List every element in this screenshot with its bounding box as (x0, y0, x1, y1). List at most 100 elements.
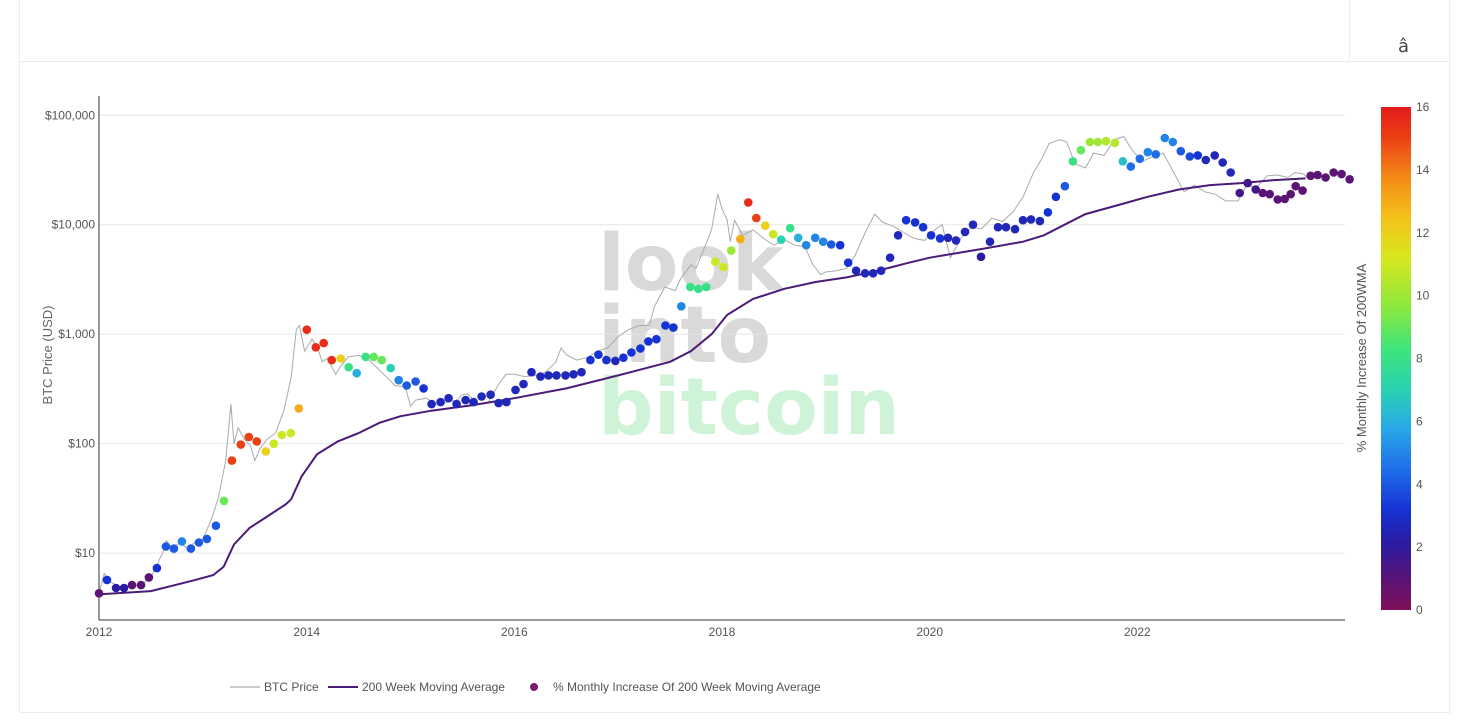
data-point (377, 355, 387, 365)
data-point (694, 284, 703, 294)
data-point (960, 227, 970, 237)
corner-glyph[interactable]: â (1398, 36, 1410, 57)
data-point (1101, 136, 1111, 146)
data-point (202, 534, 212, 544)
data-point (1210, 151, 1219, 160)
colorbar-tick-label: 4 (1416, 477, 1423, 491)
data-point (327, 355, 337, 365)
data-point (161, 542, 171, 551)
data-point (544, 371, 553, 380)
x-tick-label: 2016 (501, 625, 528, 639)
top-right-cell[interactable] (1349, 0, 1450, 62)
data-point (236, 440, 246, 449)
colorbar-gradient (1381, 107, 1411, 610)
data-point (394, 375, 404, 385)
data-point (1068, 157, 1078, 166)
data-point (1035, 216, 1045, 226)
data-point (1291, 181, 1300, 191)
colorbar-tick-label: 12 (1416, 226, 1430, 240)
data-point (336, 354, 346, 363)
data-point (1118, 157, 1128, 166)
data-point (344, 362, 354, 372)
top-bar (19, 0, 1450, 62)
data-point (702, 282, 711, 292)
data-point (1060, 181, 1070, 191)
data-point (1076, 145, 1086, 155)
data-point (1306, 171, 1315, 181)
data-point (244, 432, 254, 442)
y-axis-ticks: $10 $100 $1,000 $10,000 $100,000 (45, 108, 95, 560)
data-point (835, 240, 845, 250)
data-point (636, 344, 645, 353)
data-point (868, 269, 878, 278)
data-point (1160, 133, 1170, 143)
data-point (369, 352, 379, 362)
data-point (1043, 208, 1053, 217)
data-point (619, 353, 628, 363)
data-point (910, 218, 920, 227)
data-point (1201, 155, 1211, 165)
y-tick-label: $10 (75, 546, 95, 560)
colorbar-tick-label: 6 (1416, 414, 1423, 428)
data-point (876, 266, 886, 276)
data-point (744, 198, 753, 207)
data-point (727, 246, 736, 255)
x-tick-label: 2012 (86, 625, 113, 639)
data-point (1235, 188, 1244, 198)
data-point (644, 337, 653, 346)
data-point (111, 583, 121, 593)
data-point (419, 384, 428, 393)
data-point (1185, 152, 1195, 161)
data-point (577, 367, 586, 377)
data-point (1143, 147, 1153, 157)
data-point (452, 399, 461, 409)
data-point (427, 399, 436, 409)
data-point (1273, 195, 1282, 204)
data-point (169, 544, 179, 553)
grid-lines (98, 96, 1345, 621)
data-point (826, 240, 836, 249)
data-point (661, 321, 670, 330)
y-axis-label: BTC Price (USD) (40, 306, 55, 405)
legend-label: 200 Week Moving Average (362, 680, 505, 694)
data-point (386, 363, 396, 373)
data-point (227, 456, 237, 465)
data-point (1251, 185, 1260, 194)
data-point (586, 355, 595, 365)
data-point (943, 233, 953, 243)
y-tick-label: $10,000 (52, 218, 96, 232)
colorbar-title: % Monthly Increase Of 200WMA (1354, 263, 1369, 452)
data-point (818, 237, 828, 246)
legend-label: BTC Price (264, 680, 319, 694)
data-point (411, 377, 420, 386)
data-point (152, 563, 162, 573)
data-point (893, 231, 903, 240)
data-point (552, 371, 561, 380)
data-point (901, 215, 911, 225)
data-point (1168, 137, 1178, 147)
data-point (669, 323, 678, 332)
data-point (302, 325, 312, 335)
data-point (1093, 137, 1103, 147)
data-point (194, 538, 204, 547)
data-point (469, 397, 478, 407)
watermark-text: look (598, 219, 786, 309)
x-tick-label: 2020 (916, 625, 943, 639)
data-point (1298, 186, 1307, 195)
x-axis-ticks: 2012 2014 2016 2018 2020 2022 (86, 625, 1151, 639)
data-point (968, 220, 978, 229)
data-point (736, 234, 745, 244)
data-point (444, 393, 453, 403)
data-point (711, 257, 720, 267)
data-point (486, 390, 495, 400)
data-point (1329, 168, 1338, 177)
data-point (1286, 189, 1295, 199)
data-point (211, 521, 221, 530)
data-point (611, 356, 620, 366)
data-point (768, 229, 778, 239)
y-tick-label: $100 (68, 437, 95, 451)
data-point (652, 334, 661, 344)
data-point (127, 580, 137, 590)
